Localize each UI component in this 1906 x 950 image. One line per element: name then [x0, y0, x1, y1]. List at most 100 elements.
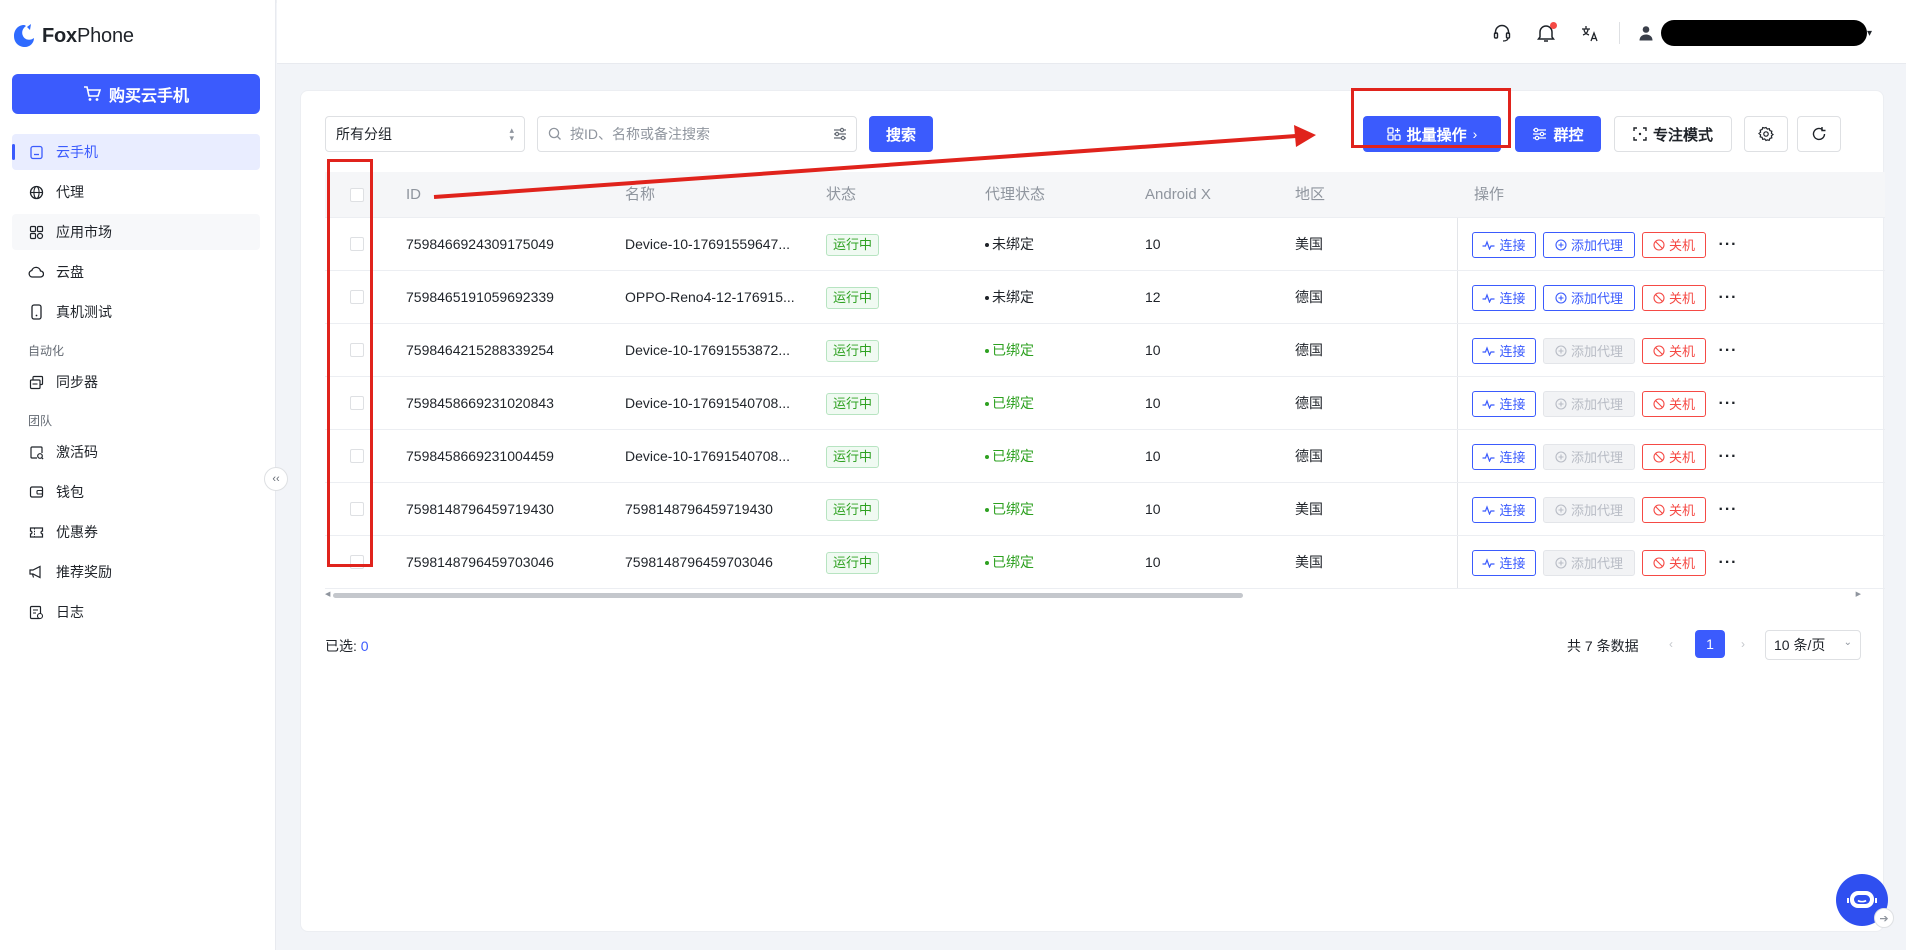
- shutdown-button[interactable]: 关机: [1642, 285, 1706, 311]
- more-actions-icon[interactable]: ···: [1718, 395, 1738, 412]
- sidebar-item-referral-reward[interactable]: 推荐奖励: [12, 554, 260, 590]
- search-button[interactable]: 搜索: [869, 116, 933, 152]
- row-checkbox[interactable]: [350, 290, 364, 304]
- more-actions-icon[interactable]: ···: [1718, 554, 1738, 571]
- row-checkbox[interactable]: [350, 555, 364, 569]
- more-actions-icon[interactable]: ···: [1718, 289, 1738, 306]
- search-icon: [548, 127, 561, 140]
- group-select-value: 所有分组: [336, 126, 392, 142]
- connect-button[interactable]: 连接: [1472, 550, 1536, 576]
- assistant-chat-button[interactable]: ➔: [1836, 874, 1894, 928]
- table-row: 7598458669231020843 Device-10-1769154070…: [325, 377, 1885, 430]
- region: 德国: [1295, 448, 1323, 464]
- android-version: 10: [1145, 501, 1161, 517]
- connect-button[interactable]: 连接: [1472, 232, 1536, 258]
- group-select[interactable]: 所有分组 ▴ ▾: [325, 116, 525, 152]
- sidebar-item-synchronizer[interactable]: 同步器: [12, 364, 260, 400]
- sidebar-item-coupon[interactable]: 优惠券: [12, 514, 260, 550]
- add-proxy-button[interactable]: 添加代理: [1543, 338, 1635, 364]
- app-grid-icon: [28, 224, 44, 240]
- more-actions-icon[interactable]: ···: [1718, 236, 1738, 253]
- next-page-icon[interactable]: ›: [1741, 637, 1745, 651]
- add-proxy-button[interactable]: 添加代理: [1543, 550, 1635, 576]
- device-name: OPPO-Reno4-12-176915...: [625, 289, 795, 305]
- connect-button[interactable]: 连接: [1472, 391, 1536, 417]
- power-off-icon: [1653, 451, 1665, 463]
- sidebar: FoxPhone 购买云手机 云手机 代理 应用市场 云盘 真机测试 自动化: [0, 0, 276, 950]
- table-row: 7598458669231004459 Device-10-1769154070…: [325, 430, 1885, 483]
- sidebar-item-cloud-phone[interactable]: 云手机: [12, 134, 260, 170]
- more-actions-icon[interactable]: ···: [1718, 501, 1738, 518]
- sidebar-item-app-market[interactable]: 应用市场: [12, 214, 260, 250]
- page-size-select[interactable]: 10 条/页 ⌄: [1765, 630, 1861, 660]
- headset-icon[interactable]: [1491, 22, 1513, 44]
- plus-circle-icon: [1555, 239, 1567, 251]
- shutdown-button[interactable]: 关机: [1642, 444, 1706, 470]
- row-checkbox[interactable]: [350, 343, 364, 357]
- prev-page-icon[interactable]: ‹: [1669, 637, 1673, 651]
- row-checkbox[interactable]: [350, 449, 364, 463]
- add-proxy-button[interactable]: 添加代理: [1543, 391, 1635, 417]
- proxy-status: 已绑定: [985, 430, 1034, 483]
- focus-mode-button[interactable]: 专注模式: [1614, 116, 1732, 152]
- horizontal-scrollbar[interactable]: ◀ ▶: [325, 590, 1861, 600]
- sidebar-item-proxy[interactable]: 代理: [12, 174, 260, 210]
- collapse-sidebar-button[interactable]: ‹‹: [264, 467, 288, 491]
- status-badge: 运行中: [826, 287, 880, 310]
- shutdown-button[interactable]: 关机: [1642, 497, 1706, 523]
- sidebar-item-log[interactable]: 日志: [12, 594, 260, 630]
- row-checkbox[interactable]: [350, 396, 364, 410]
- device-table: ID 名称 状态 代理状态 Android X 地区 操作 7598466924…: [325, 172, 1885, 589]
- sidebar-item-wallet[interactable]: 钱包: [12, 474, 260, 510]
- scroll-left-arrow-icon[interactable]: ◀: [325, 591, 331, 598]
- device-id: 7598464215288339254: [406, 342, 554, 358]
- sidebar-item-label: 同步器: [56, 374, 98, 390]
- device-name: 7598148796459703046: [625, 554, 773, 570]
- group-control-button[interactable]: 群控: [1515, 116, 1601, 152]
- more-actions-icon[interactable]: ···: [1718, 342, 1738, 359]
- sidebar-item-label: 云手机: [56, 144, 98, 160]
- table-row: 7598148796459703046 7598148796459703046 …: [325, 536, 1885, 589]
- translate-icon[interactable]: [1579, 22, 1601, 44]
- shutdown-button[interactable]: 关机: [1642, 232, 1706, 258]
- scroll-right-arrow-icon[interactable]: ▶: [1855, 591, 1861, 598]
- more-actions-icon[interactable]: ···: [1718, 448, 1738, 465]
- connect-button[interactable]: 连接: [1472, 444, 1536, 470]
- connect-button[interactable]: 连接: [1472, 285, 1536, 311]
- buy-cloud-phone-button[interactable]: 购买云手机: [12, 74, 260, 114]
- settings-button[interactable]: [1744, 116, 1788, 152]
- arrow-icon[interactable]: ➔: [1874, 908, 1894, 928]
- search-input[interactable]: [570, 126, 820, 142]
- shutdown-button[interactable]: 关机: [1642, 391, 1706, 417]
- bell-icon[interactable]: [1535, 22, 1557, 44]
- refresh-button[interactable]: [1797, 116, 1841, 152]
- proxy-status: 已绑定: [985, 536, 1034, 589]
- status-badge: 运行中: [826, 340, 880, 363]
- fox-logo-icon: [14, 24, 34, 47]
- add-proxy-button[interactable]: 添加代理: [1543, 497, 1635, 523]
- user-menu[interactable]: ▾: [1637, 20, 1872, 46]
- column-header-region: 地区: [1295, 186, 1326, 203]
- globe-icon: [28, 184, 44, 200]
- row-checkbox[interactable]: [350, 502, 364, 516]
- select-all-checkbox[interactable]: [350, 188, 364, 202]
- logo[interactable]: FoxPhone: [12, 20, 134, 52]
- add-proxy-button[interactable]: 添加代理: [1543, 444, 1635, 470]
- connect-button[interactable]: 连接: [1472, 338, 1536, 364]
- batch-operation-button[interactable]: 批量操作 ›: [1363, 116, 1501, 152]
- android-version: 10: [1145, 236, 1161, 252]
- sidebar-item-real-device-test[interactable]: 真机测试: [12, 294, 260, 330]
- table-row: 7598465191059692339 OPPO-Reno4-12-176915…: [325, 271, 1885, 324]
- add-proxy-button[interactable]: 添加代理: [1543, 285, 1635, 311]
- page-number-button[interactable]: 1: [1695, 630, 1725, 658]
- shutdown-button[interactable]: 关机: [1642, 338, 1706, 364]
- sidebar-item-cloud-drive[interactable]: 云盘: [12, 254, 260, 290]
- scrollbar-thumb[interactable]: [333, 593, 1243, 598]
- connect-button[interactable]: 连接: [1472, 497, 1536, 523]
- filter-sliders-icon[interactable]: [832, 126, 848, 142]
- shutdown-button[interactable]: 关机: [1642, 550, 1706, 576]
- add-proxy-button[interactable]: 添加代理: [1543, 232, 1635, 258]
- log-icon: [28, 604, 44, 620]
- row-checkbox[interactable]: [350, 237, 364, 251]
- sidebar-item-activation-code[interactable]: 激活码: [12, 434, 260, 470]
